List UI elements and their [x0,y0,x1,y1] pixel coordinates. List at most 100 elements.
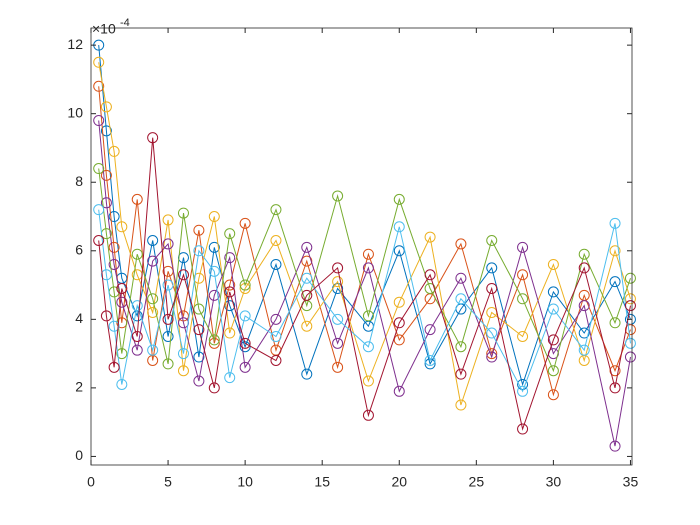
point-marker [208,289,220,301]
point-marker [147,306,159,318]
y-tick-label: 8 [75,173,83,189]
point-marker [208,265,220,277]
point-marker [332,276,344,288]
point-marker [100,197,112,209]
point-marker [301,289,313,301]
point-marker [455,341,467,353]
point-marker [393,385,405,397]
point-marker [455,293,467,305]
point-marker [270,204,282,216]
y-multiplier: ×10 [92,21,116,37]
x-tick-label: 5 [164,474,172,490]
point-marker [93,80,105,92]
x-tick-label: 0 [87,474,95,490]
series-line [98,45,631,387]
point-marker [624,324,636,336]
point-marker [131,193,143,205]
point-marker [547,389,559,401]
point-marker [393,245,405,257]
point-marker [517,385,529,397]
point-marker [270,258,282,270]
series-line [98,62,631,406]
point-marker [609,382,621,394]
point-marker [517,269,529,281]
point-marker [362,409,374,421]
point-marker [162,313,174,325]
point-marker [270,235,282,247]
point-marker [93,115,105,127]
series-line [98,209,631,393]
point-marker [362,310,374,322]
point-marker [578,300,590,312]
point-marker [116,348,128,360]
point-marker [332,313,344,325]
point-marker [393,334,405,346]
point-marker [547,334,559,346]
point-marker [424,269,436,281]
point-marker [301,255,313,267]
point-marker [131,344,143,356]
point-marker [131,300,143,312]
point-marker [224,327,236,339]
series-line [98,86,631,397]
point-marker [93,163,105,175]
point-marker [239,337,251,349]
x-tick-label: 10 [237,474,253,490]
point-marker [147,255,159,267]
point-marker [162,279,174,291]
point-marker [270,330,282,342]
point-marker [224,228,236,240]
point-marker [624,351,636,363]
point-marker [424,282,436,294]
point-marker [100,169,112,181]
point-marker [224,252,236,264]
x-tick-label: 30 [546,474,562,490]
point-marker [162,358,174,370]
point-marker [517,423,529,435]
point-marker [301,320,313,332]
series-line [98,120,631,447]
point-marker [609,440,621,452]
y-tick-label: 10 [67,104,83,120]
point-marker [486,327,498,339]
point-marker [609,217,621,229]
point-marker [147,235,159,247]
point-marker [193,375,205,387]
point-marker [455,238,467,250]
point-marker [100,269,112,281]
point-marker [486,235,498,247]
point-marker [108,211,120,223]
point-marker [486,282,498,294]
point-marker [177,207,189,219]
point-marker [270,313,282,325]
point-marker [578,248,590,260]
point-marker [108,241,120,253]
point-marker [393,221,405,233]
y-tick-label: 0 [75,447,83,463]
point-marker [116,378,128,390]
x-tick-label: 25 [469,474,485,490]
point-marker [177,365,189,377]
point-marker [108,320,120,332]
point-marker [224,286,236,298]
point-marker [301,241,313,253]
point-marker [147,293,159,305]
point-marker [177,348,189,360]
point-marker [208,241,220,253]
point-marker [177,269,189,281]
y-tick-label: 6 [75,241,83,257]
point-marker [116,296,128,308]
point-marker [517,330,529,342]
point-marker [624,300,636,312]
axes-box [90,27,633,466]
point-marker [162,330,174,342]
y-tick-label: 2 [75,379,83,395]
point-marker [100,101,112,113]
point-marker [239,361,251,373]
point-marker [93,204,105,216]
point-marker [332,262,344,274]
point-marker [547,303,559,315]
point-marker [239,279,251,291]
point-marker [578,262,590,274]
point-marker [393,317,405,329]
